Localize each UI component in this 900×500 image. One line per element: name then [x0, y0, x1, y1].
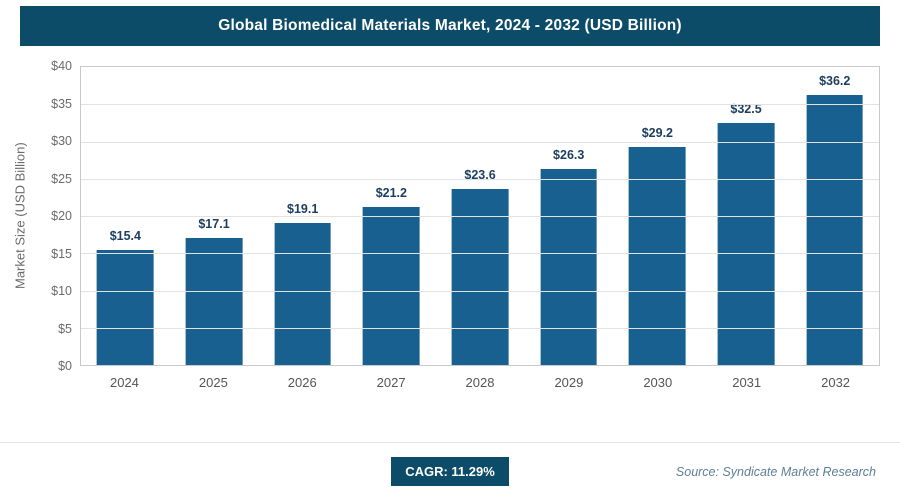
bar-value-label: $29.2 — [641, 126, 673, 141]
x-tick-label: 2032 — [821, 375, 851, 390]
bar-slot: $26.3 — [524, 67, 613, 365]
bar-slot: $36.2 — [790, 67, 879, 365]
chart-area: Market Size (USD Billion) $0 $5 $10 $15 $20 $… — [8, 59, 880, 390]
bar-slot: $17.1 — [170, 67, 259, 365]
bar-value-label: $17.1 — [198, 216, 230, 231]
cagr-badge: CAGR: 11.29% — [391, 457, 509, 486]
x-tick-label: 2026 — [287, 375, 317, 390]
bar-value-label: $15.4 — [109, 229, 141, 244]
y-axis-ticks: $0 $5 $10 $15 $20 $25 $30 $35 $40 — [32, 59, 80, 373]
chart-title-bar: Global Biomedical Materials Market, 2024… — [20, 6, 880, 46]
chart-main: $0 $5 $10 $15 $20 $25 $30 $35 $40 $15.4 $17.1 $19.… — [32, 59, 880, 390]
y-tick-label: $0 — [58, 359, 72, 373]
x-tick-label: 2027 — [376, 375, 406, 390]
gridline — [81, 178, 879, 180]
y-tick-label: $40 — [51, 59, 72, 73]
bar — [451, 189, 509, 365]
y-tick-label: $30 — [51, 134, 72, 148]
footer: CAGR: 11.29% Source: Syndicate Market Re… — [0, 442, 900, 500]
bar — [806, 95, 864, 365]
bar — [717, 122, 775, 365]
bar-value-label: $23.6 — [464, 168, 496, 183]
x-tick-label: 2024 — [109, 375, 139, 390]
plot-row: $0 $5 $10 $15 $20 $25 $30 $35 $40 $15.4 $17.1 $19.… — [32, 59, 880, 373]
bar-slot: $21.2 — [347, 67, 436, 365]
bar-slot: $15.4 — [81, 67, 170, 365]
x-axis-ticks: 2024 2025 2026 2027 2028 2029 2030 2031 2032 — [80, 366, 880, 390]
bar — [628, 147, 686, 365]
bar-slot: $32.5 — [702, 67, 791, 365]
x-tick-label: 2030 — [643, 375, 673, 390]
x-tick-label: 2028 — [465, 375, 495, 390]
y-tick-label: $25 — [51, 171, 72, 186]
bar — [540, 169, 598, 365]
gridline — [81, 253, 879, 255]
x-tick-label: 2029 — [554, 375, 584, 390]
y-tick-label: $35 — [51, 96, 72, 111]
bar — [274, 222, 332, 365]
bar-value-label: $21.2 — [375, 186, 407, 201]
y-tick-label: $15 — [51, 246, 72, 261]
bar — [185, 237, 243, 365]
bar-value-label: $32.5 — [730, 101, 762, 116]
bar-slot: $23.6 — [436, 67, 525, 365]
plot-area: $15.4 $17.1 $19.1 $21.2 $23.6 $26.3 $29.2 $32.5… — [80, 66, 880, 366]
gridline — [81, 104, 879, 106]
gridline — [81, 327, 879, 329]
bar-slot: $19.1 — [258, 67, 347, 365]
bar-value-label: $19.1 — [287, 201, 319, 216]
bar-value-label: $36.2 — [819, 74, 851, 89]
source-text: Source: Syndicate Market Research — [675, 464, 876, 479]
gridline — [81, 290, 879, 292]
bar-value-label: $26.3 — [553, 148, 585, 163]
y-tick-label: $20 — [51, 209, 72, 223]
x-tick-label: 2025 — [198, 375, 228, 390]
y-tick-label: $10 — [51, 284, 72, 298]
bar — [96, 250, 154, 365]
bar — [362, 207, 420, 365]
x-tick-label: 2031 — [732, 375, 762, 390]
y-tick-label: $5 — [58, 321, 72, 336]
gridline — [81, 141, 879, 143]
chart-title: Global Biomedical Materials Market, 2024… — [218, 17, 682, 34]
gridline — [81, 216, 879, 217]
y-axis-title: Market Size (USD Billion) — [12, 142, 28, 290]
